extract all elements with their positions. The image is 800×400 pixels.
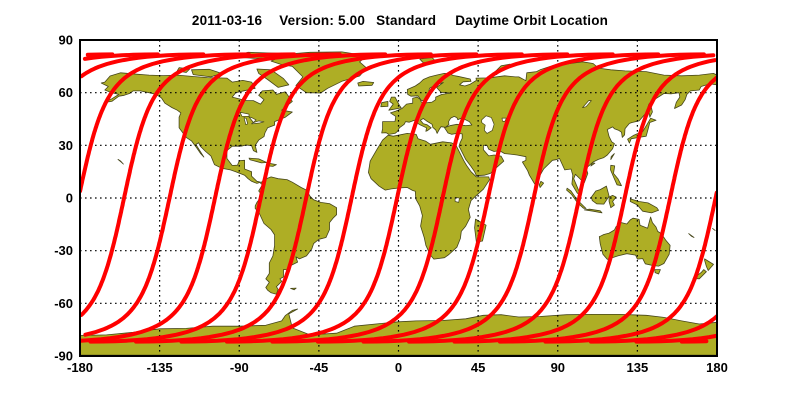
x-tick-label: -90 (230, 360, 249, 375)
y-tick-label: 60 (59, 85, 73, 100)
x-tick-label: 180 (706, 360, 728, 375)
x-tick-label: 45 (471, 360, 485, 375)
figure-title: 2011-03-16 Version: 5.00 Standard Daytim… (0, 13, 800, 28)
title-product: Standard (376, 13, 437, 28)
x-tick-label: -45 (310, 360, 329, 375)
y-tick-label: -90 (54, 349, 73, 364)
title-date: 2011-03-16 (191, 13, 263, 28)
x-tick-label: -135 (147, 360, 173, 375)
title-name: Daytime Orbit Location (455, 13, 609, 28)
y-tick-label: -30 (54, 243, 73, 258)
x-axis-tick-labels: -180 -135 -90 -45 0 45 90 135 180 (67, 360, 728, 375)
y-tick-label: 90 (59, 33, 73, 48)
y-tick-label: 30 (59, 138, 73, 153)
x-tick-label: -180 (67, 360, 93, 375)
y-axis-tick-labels: 90 60 30 0 -30 -60 -90 (54, 33, 73, 364)
y-tick-label: 0 (66, 191, 73, 206)
x-tick-label: 0 (395, 360, 402, 375)
x-tick-label: 90 (551, 360, 565, 375)
orbit-ground-tracks (80, 52, 717, 344)
world-map-lakes (239, 100, 592, 203)
title-version: Version: 5.00 (279, 13, 366, 28)
plot-border (79, 39, 718, 357)
y-tick-label: -60 (54, 296, 73, 311)
x-tick-label: 135 (627, 360, 649, 375)
